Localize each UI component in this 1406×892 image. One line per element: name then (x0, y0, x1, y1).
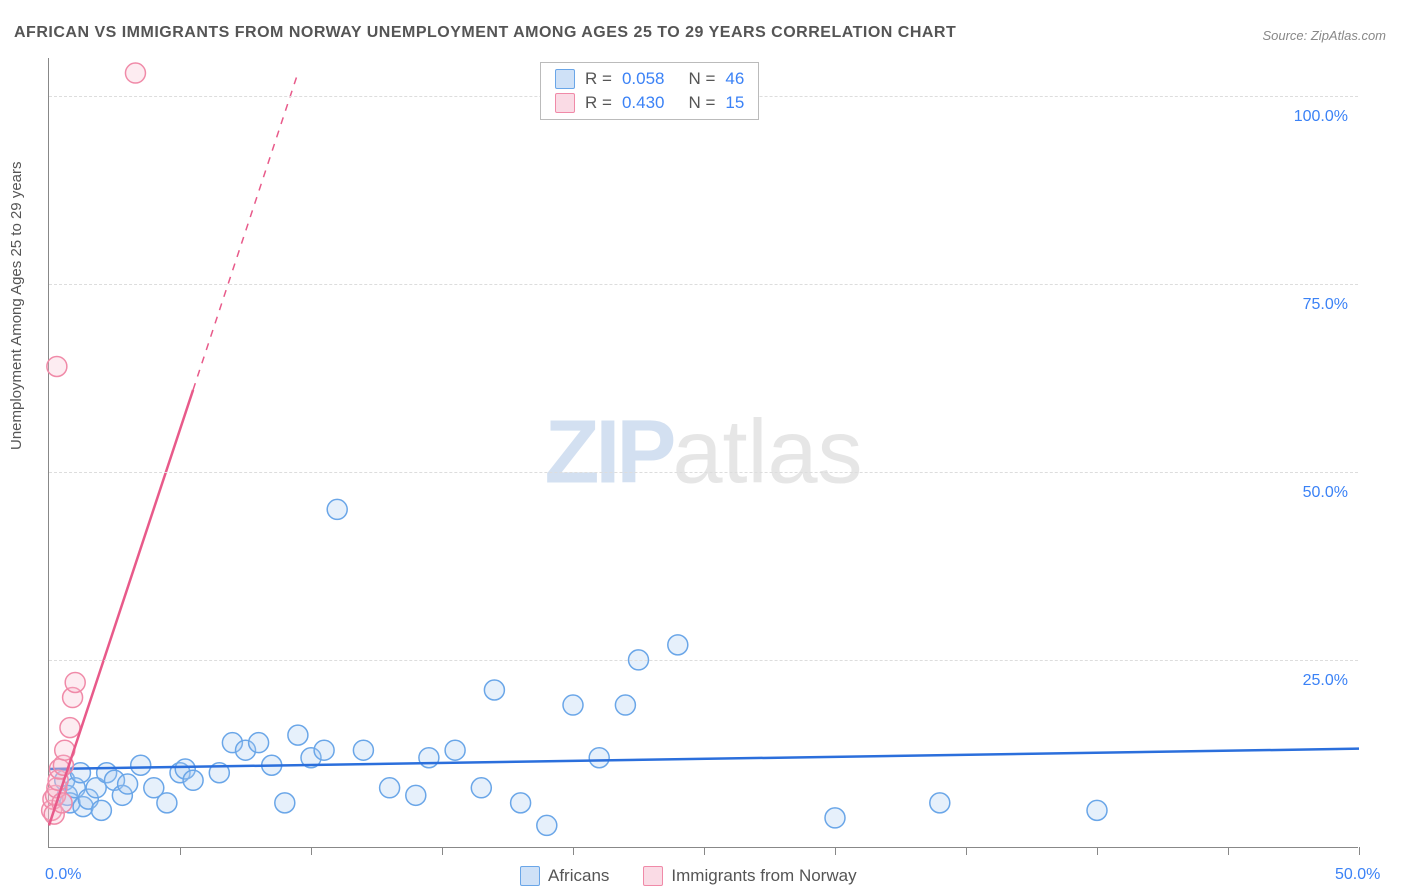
data-point (930, 793, 950, 813)
legend-swatch (520, 866, 540, 886)
x-tick (573, 847, 574, 855)
trend-line-dashed (193, 73, 298, 390)
x-tick (1228, 847, 1229, 855)
legend-swatch (643, 866, 663, 886)
x-tick (1359, 847, 1360, 855)
legend-swatch (555, 93, 575, 113)
legend-series: Africans Immigrants from Norway (520, 866, 857, 886)
data-point (380, 778, 400, 798)
x-tick (442, 847, 443, 855)
data-point (91, 800, 111, 820)
n-value: 15 (725, 93, 744, 113)
gridline (49, 472, 1358, 473)
data-point (288, 725, 308, 745)
data-point (825, 808, 845, 828)
data-point (668, 635, 688, 655)
data-point (484, 680, 504, 700)
x-tick-label: 50.0% (1335, 866, 1380, 884)
data-point (275, 793, 295, 813)
plot-area: ZIPatlas 25.0%50.0%75.0%100.0%0.0%50.0% (48, 58, 1358, 848)
data-point (1087, 800, 1107, 820)
legend-item: Immigrants from Norway (643, 866, 856, 886)
data-point (419, 748, 439, 768)
chart-svg (49, 58, 1359, 848)
legend-label: Immigrants from Norway (671, 866, 856, 886)
data-point (327, 499, 347, 519)
n-value: 46 (725, 69, 744, 89)
trend-line (49, 390, 193, 826)
data-point (60, 718, 80, 738)
data-point (589, 748, 609, 768)
gridline (49, 284, 1358, 285)
data-point (471, 778, 491, 798)
y-tick-label: 75.0% (1303, 296, 1348, 314)
data-point (65, 672, 85, 692)
legend-swatch (555, 69, 575, 89)
data-point (125, 63, 145, 83)
data-point (157, 793, 177, 813)
y-tick-label: 25.0% (1303, 672, 1348, 690)
data-point (314, 740, 334, 760)
data-point (537, 815, 557, 835)
source-attribution: Source: ZipAtlas.com (1262, 28, 1386, 43)
x-tick (966, 847, 967, 855)
x-tick-label: 0.0% (45, 866, 81, 884)
legend-stat-row: R = 0.058 N = 46 (555, 67, 744, 91)
data-point (511, 793, 531, 813)
data-point (615, 695, 635, 715)
x-tick (704, 847, 705, 855)
y-tick-label: 100.0% (1294, 108, 1348, 126)
legend-stat-row: R = 0.430 N = 15 (555, 91, 744, 115)
data-point (183, 770, 203, 790)
data-point (118, 774, 138, 794)
r-label: R = (585, 93, 612, 113)
x-tick (180, 847, 181, 855)
data-point (353, 740, 373, 760)
y-axis-label: Unemployment Among Ages 25 to 29 years (8, 161, 25, 450)
gridline (49, 660, 1358, 661)
legend-label: Africans (548, 866, 609, 886)
n-label: N = (688, 93, 715, 113)
x-tick (1097, 847, 1098, 855)
r-value: 0.058 (622, 69, 665, 89)
r-value: 0.430 (622, 93, 665, 113)
y-tick-label: 50.0% (1303, 484, 1348, 502)
data-point (406, 785, 426, 805)
data-point (131, 755, 151, 775)
legend-stats: R = 0.058 N = 46 R = 0.430 N = 15 (540, 62, 759, 120)
n-label: N = (688, 69, 715, 89)
x-tick (835, 847, 836, 855)
data-point (563, 695, 583, 715)
data-point (249, 733, 269, 753)
x-tick (311, 847, 312, 855)
chart-title: AFRICAN VS IMMIGRANTS FROM NORWAY UNEMPL… (14, 24, 956, 42)
r-label: R = (585, 69, 612, 89)
data-point (47, 356, 67, 376)
data-point (445, 740, 465, 760)
legend-item: Africans (520, 866, 609, 886)
